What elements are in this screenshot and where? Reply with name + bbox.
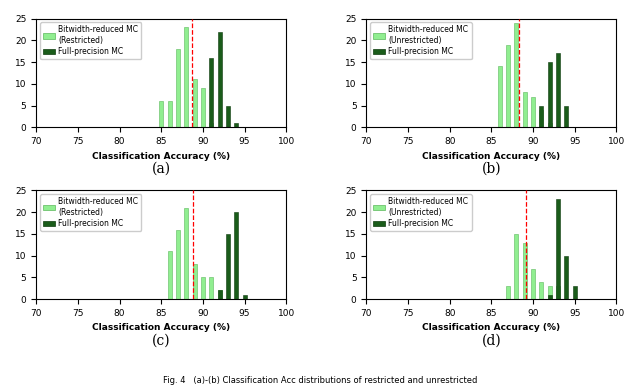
Bar xyxy=(523,92,527,127)
Bar xyxy=(523,243,527,299)
Bar xyxy=(531,269,535,299)
Bar xyxy=(531,97,535,127)
Bar xyxy=(176,229,180,299)
Bar xyxy=(548,295,552,299)
Bar xyxy=(209,58,213,127)
Legend: Bitwidth-reduced MC
(Restricted), Full-precision MC: Bitwidth-reduced MC (Restricted), Full-p… xyxy=(40,22,141,59)
Bar xyxy=(573,286,577,299)
Bar xyxy=(201,277,205,299)
Bar xyxy=(193,264,196,299)
Bar xyxy=(515,234,518,299)
Text: (d): (d) xyxy=(481,334,501,348)
Bar xyxy=(218,291,221,299)
Bar xyxy=(540,106,543,127)
X-axis label: Classification Accuracy (%): Classification Accuracy (%) xyxy=(92,152,230,161)
Text: (b): (b) xyxy=(481,162,501,176)
Bar xyxy=(209,123,213,127)
Bar xyxy=(218,291,221,299)
Bar xyxy=(159,101,163,127)
Bar xyxy=(497,66,502,127)
Bar xyxy=(226,234,230,299)
X-axis label: Classification Accuracy (%): Classification Accuracy (%) xyxy=(422,324,561,332)
Bar xyxy=(168,251,172,299)
Bar xyxy=(540,110,543,127)
Legend: Bitwidth-reduced MC
(Unrestricted), Full-precision MC: Bitwidth-reduced MC (Unrestricted), Full… xyxy=(370,194,472,231)
X-axis label: Classification Accuracy (%): Classification Accuracy (%) xyxy=(92,324,230,332)
Bar xyxy=(556,199,560,299)
Bar xyxy=(548,286,552,299)
Bar xyxy=(540,282,543,299)
Bar xyxy=(506,45,510,127)
Bar xyxy=(193,79,196,127)
Bar xyxy=(226,106,230,127)
Bar xyxy=(506,286,510,299)
Bar xyxy=(556,53,560,127)
Text: Fig. 4   (a)-(b) Classification Acc distributions of restricted and unrestricted: Fig. 4 (a)-(b) Classification Acc distri… xyxy=(163,376,477,385)
X-axis label: Classification Accuracy (%): Classification Accuracy (%) xyxy=(422,152,561,161)
Text: (a): (a) xyxy=(152,162,171,176)
Bar xyxy=(515,23,518,127)
Bar xyxy=(218,32,221,127)
Bar xyxy=(243,295,246,299)
Bar xyxy=(548,62,552,127)
Bar xyxy=(234,123,238,127)
Text: (c): (c) xyxy=(152,334,171,348)
Legend: Bitwidth-reduced MC
(Unrestricted), Full-precision MC: Bitwidth-reduced MC (Unrestricted), Full… xyxy=(370,22,472,59)
Bar xyxy=(564,256,568,299)
Bar xyxy=(209,277,213,299)
Bar xyxy=(184,208,188,299)
Bar xyxy=(234,212,238,299)
Bar xyxy=(556,286,560,299)
Bar xyxy=(564,106,568,127)
Bar xyxy=(176,49,180,127)
Bar xyxy=(168,101,172,127)
Bar xyxy=(184,27,188,127)
Bar xyxy=(548,123,552,127)
Legend: Bitwidth-reduced MC
(Restricted), Full-precision MC: Bitwidth-reduced MC (Restricted), Full-p… xyxy=(40,194,141,231)
Bar xyxy=(201,88,205,127)
